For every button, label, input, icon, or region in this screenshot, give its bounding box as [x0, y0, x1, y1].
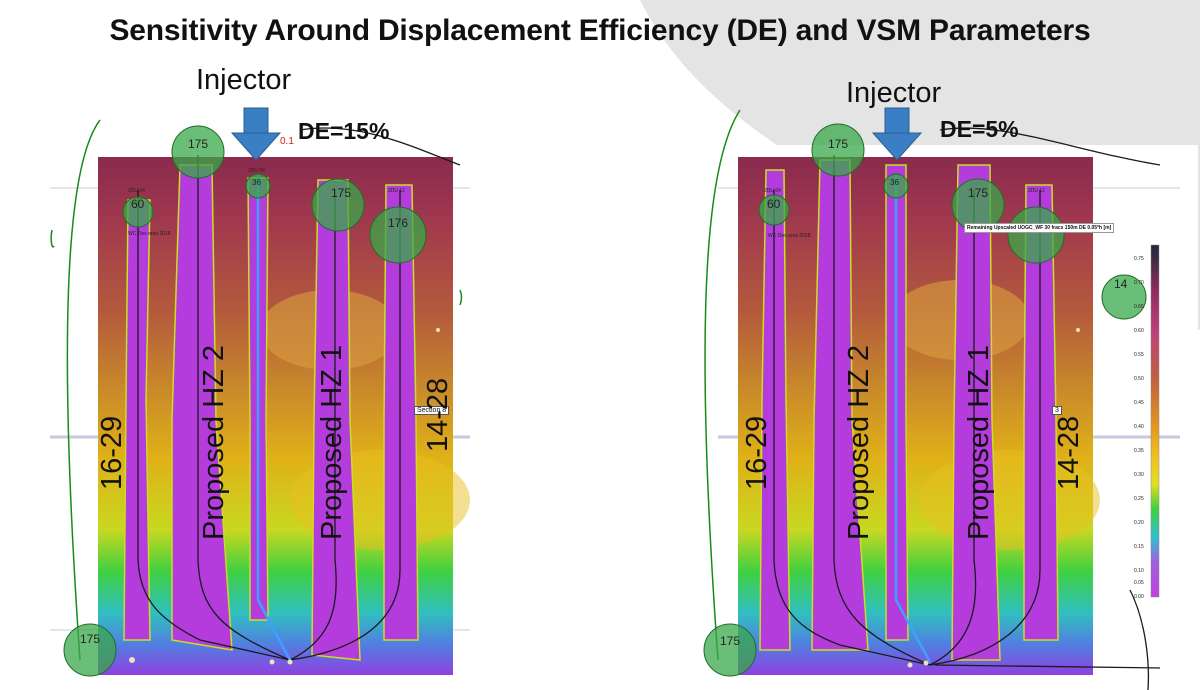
panel-de-15: Injector DE=15% 0.1 175 60 175 176 175 3…	[50, 64, 470, 677]
well-circle	[171, 125, 225, 179]
colorbar-tick: 0.25	[1134, 496, 1144, 502]
well-id-label: 2DU 12	[388, 188, 405, 194]
injector-label: Injector	[196, 64, 292, 96]
well-label-proposed-hz1: Proposed HZ 1	[316, 344, 348, 540]
circle-label: 14	[1114, 277, 1128, 291]
circle-label: 175	[720, 634, 741, 648]
red-value-label: 0.1	[280, 136, 294, 147]
circle-label: 60	[131, 197, 145, 211]
circle-label: 175	[80, 632, 101, 646]
well-id-label: 2DU 12	[1028, 188, 1045, 194]
circle-label: 36	[252, 178, 261, 187]
de-label: DE=5%	[940, 116, 1019, 142]
colorbar-title: Remaining Upscaled UOGC_WF 30 fracs 150m…	[964, 223, 1115, 233]
de-label: DE=15%	[298, 118, 390, 144]
well-label-16-29: 16-29	[96, 415, 128, 490]
colorbar-tick: 0.15	[1134, 544, 1144, 550]
colorbar-tick: 0.50	[1134, 376, 1144, 382]
well-label-14-28: 14-28	[1053, 415, 1085, 490]
panel-de-5: Injector DE=5% 175 60 175 14 175 36 2DU …	[600, 0, 1200, 690]
colorbar-tick: 0.35	[1134, 448, 1144, 454]
colorbar-tick: 0.45	[1134, 400, 1144, 406]
injector-label: Injector	[846, 77, 942, 109]
colorbar-tick: 0.00	[1134, 594, 1144, 600]
well-id-label: 2DU 04	[128, 188, 145, 194]
circle-label: 175	[828, 137, 849, 151]
colorbar-tick: 0.20	[1134, 520, 1144, 526]
reservoir-map-left	[50, 107, 470, 677]
circle-label: 175	[968, 186, 989, 200]
circle-label: 36	[890, 178, 899, 187]
colorbar-tick: 0.05	[1134, 580, 1144, 586]
well-label-16-29: 16-29	[741, 415, 773, 490]
circle-label: 175	[331, 186, 352, 200]
well-label-14-28: 14-28	[422, 377, 454, 452]
circle-label: 60	[767, 197, 781, 211]
injector-arrow	[871, 107, 923, 161]
injector-arrow	[230, 107, 282, 161]
well-label-proposed-hz1: Proposed HZ 1	[963, 344, 995, 540]
colorbar-tick: 0.10	[1134, 568, 1144, 574]
well-id-label: 2DU 04	[764, 188, 781, 194]
colorbar-tick: 0.30	[1134, 472, 1144, 478]
well-label-proposed-hz2: Proposed HZ 2	[198, 344, 230, 540]
well-label-proposed-hz2: Proposed HZ 2	[843, 344, 875, 540]
section-tag: Section 8	[414, 406, 450, 415]
circle-label: 176	[388, 216, 409, 230]
section-tag: 3	[1052, 406, 1062, 415]
colorbar-tick: 0.55	[1134, 352, 1144, 358]
colorbar-tick: 0.70	[1134, 280, 1144, 286]
slide-title: Sensitivity Around Displacement Efficien…	[109, 14, 1091, 47]
area-label: WC Dev area 2018	[768, 233, 811, 239]
area-label: WC Dev area 2018	[128, 231, 171, 237]
colorbar-tick: 0.40	[1134, 424, 1144, 430]
colorbar-tick: 0.60	[1134, 328, 1144, 334]
circle-label: 175	[188, 137, 209, 151]
colorbar-tick: 0.75	[1134, 256, 1144, 262]
well-id-label: 2DU 04	[248, 168, 265, 174]
colorbar-tick: 0.65	[1134, 304, 1144, 310]
reservoir-map-right	[703, 107, 1198, 690]
